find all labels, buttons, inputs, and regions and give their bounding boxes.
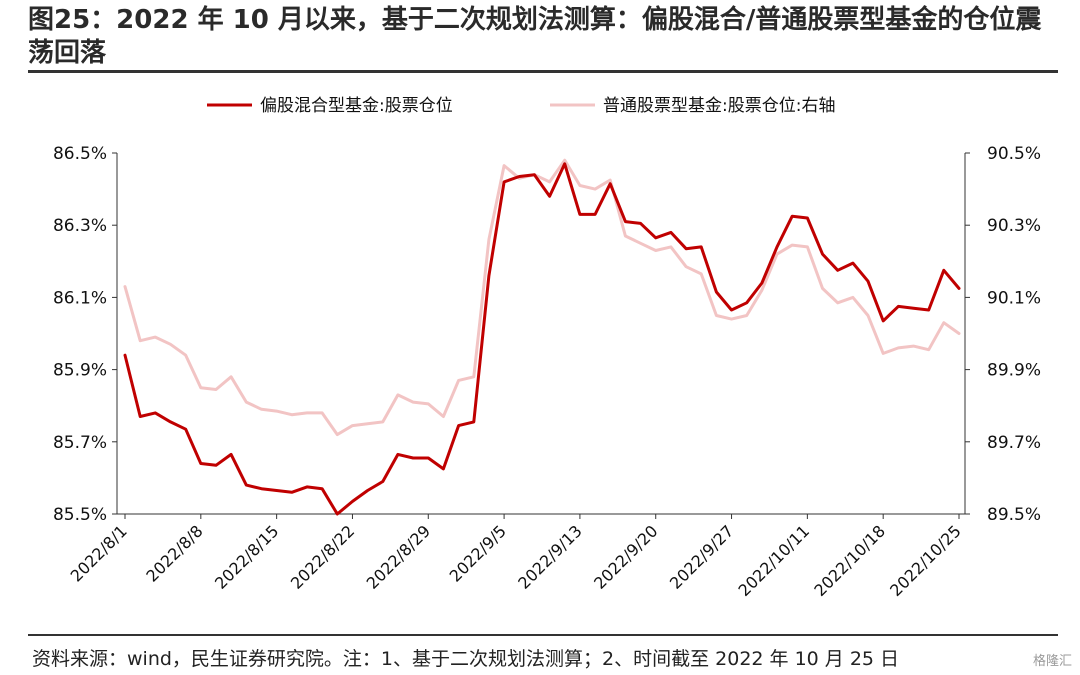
left-tick-label: 85.9% (53, 361, 107, 381)
left-tick-label: 85.7% (53, 433, 107, 453)
x-tick-label: 2022/9/13 (514, 521, 585, 592)
chart-legend: 偏股混合型基金:股票仓位 普通股票型基金:股票仓位:右轴 (207, 96, 835, 116)
right-tick-label: 90.5% (987, 144, 1041, 164)
watermark-text: 格隆汇 (1032, 654, 1072, 669)
left-tick-label: 86.1% (53, 288, 107, 308)
x-tick-label: 2022/10/18 (810, 521, 889, 600)
x-tick-label: 2022/8/8 (142, 521, 206, 585)
x-tick-label: 2022/8/29 (363, 521, 434, 592)
source-rule (28, 634, 1058, 636)
series-line-right-axis (123, 158, 961, 437)
source-note: 资料来源：wind，民生证券研究院。注：1、基于二次规划法测算；2、时间截至 2… (32, 648, 900, 670)
right-tick-label: 90.3% (987, 216, 1041, 236)
left-tick-label: 85.5% (53, 505, 107, 525)
legend-label: 普通股票型基金:股票仓位:右轴 (603, 96, 835, 116)
x-tick-label: 2022/8/22 (287, 521, 358, 592)
x-tick-label: 2022/8/1 (67, 521, 131, 585)
right-tick-label: 89.9% (987, 361, 1041, 381)
right-tick-label: 89.5% (987, 505, 1041, 525)
chart-axes: 85.5% 85.7% 85.9% 86.1% 86.3% 86.5% 89.5% 89.7%… (53, 144, 1041, 600)
left-tick-label: 86.5% (53, 144, 107, 164)
x-tick-label: 2022/8/15 (211, 521, 282, 592)
x-tick-label: 2022/10/11 (735, 521, 814, 600)
x-tick-label: 2022/10/25 (886, 521, 965, 600)
right-tick-label: 89.7% (987, 433, 1041, 453)
title-rule (28, 70, 1058, 73)
x-tick-label: 2022/9/27 (666, 521, 737, 592)
right-tick-label: 90.1% (987, 288, 1041, 308)
left-tick-label: 86.3% (53, 216, 107, 236)
legend-label: 偏股混合型基金:股票仓位 (260, 96, 453, 116)
chart-series (123, 158, 961, 516)
x-tick-label: 2022/9/5 (446, 521, 510, 585)
x-tick-label: 2022/9/20 (590, 521, 661, 592)
series-line-left-axis (123, 162, 961, 516)
figure-title: 图25：2022 年 10 月以来，基于二次规划法测算：偏股混合/普通股票型基金… (28, 5, 1042, 68)
